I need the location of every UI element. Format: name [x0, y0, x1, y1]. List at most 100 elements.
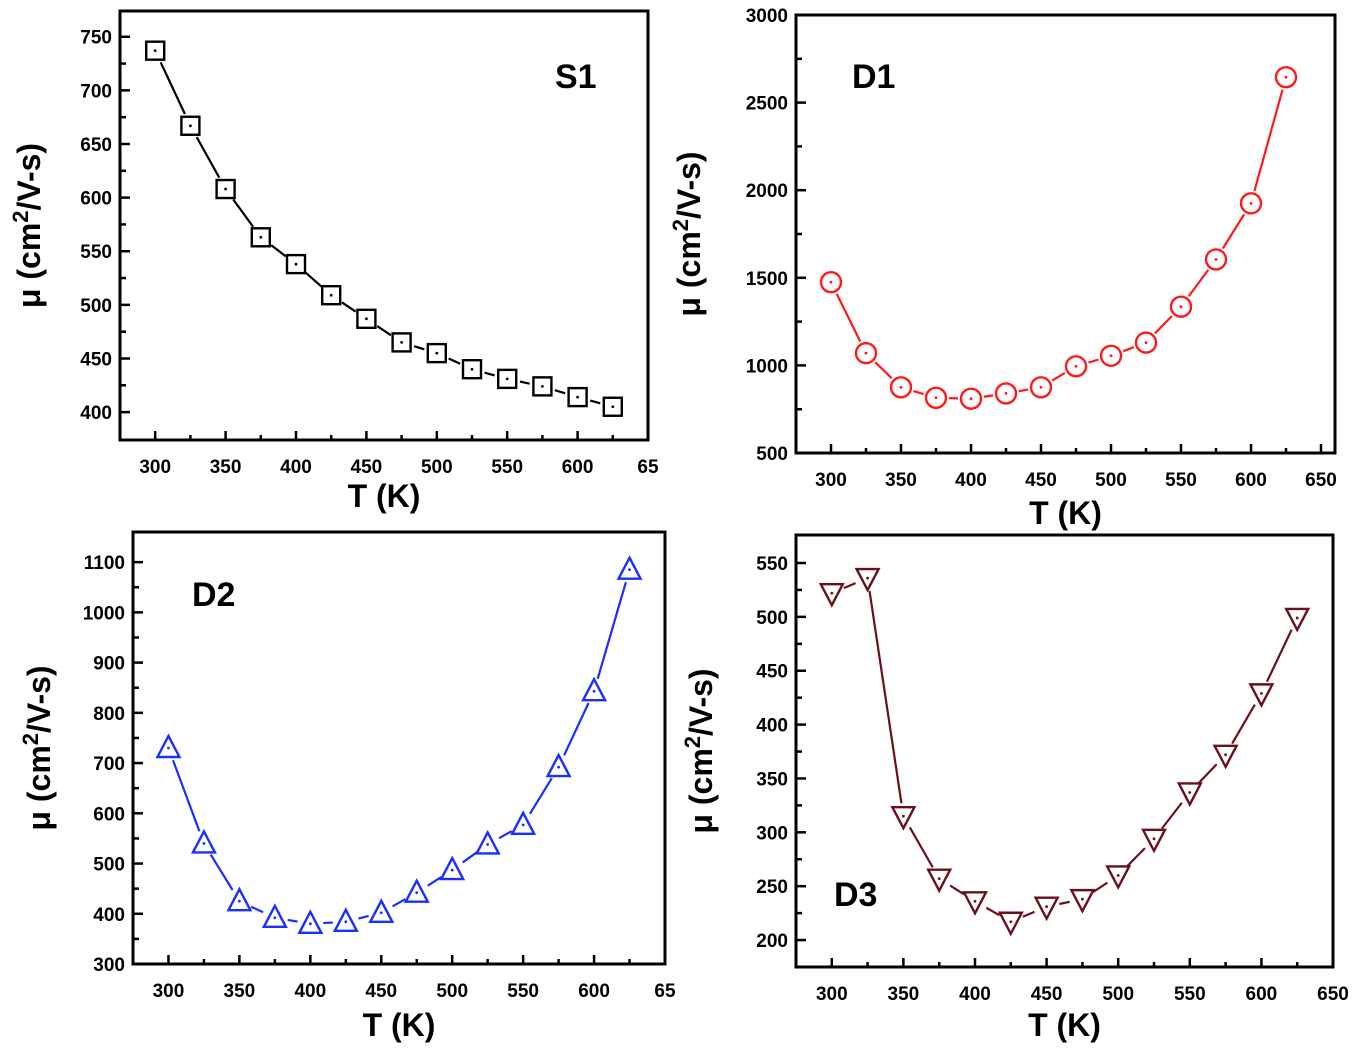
data-point: [1239, 192, 1263, 215]
data-point: [285, 253, 307, 275]
triangle-down-marker: [1069, 888, 1096, 914]
x-tick-label: 550: [1174, 984, 1206, 1005]
x-tick-label: 350: [888, 984, 920, 1005]
triangle-down-marker: [1248, 683, 1275, 708]
x-tick-label: 500: [1102, 984, 1134, 1005]
x-tick-label: 300: [153, 981, 185, 1002]
marker-center-dot: [1284, 75, 1288, 79]
marker-center-dot: [167, 746, 170, 750]
data-point: [854, 341, 878, 365]
triangle-up-marker: [616, 555, 643, 580]
x-tick-label: 350: [224, 981, 256, 1002]
data-point: [1204, 248, 1228, 271]
marker-center-dot: [273, 916, 277, 920]
series-line-segment: [1253, 89, 1284, 192]
y-tick-label: 600: [93, 804, 125, 825]
series-line-segment: [209, 853, 234, 891]
data-point: [261, 903, 288, 928]
x-tick-label: 350: [210, 457, 242, 478]
x-tick-label: 450: [351, 457, 383, 478]
x-tick-label: 400: [294, 981, 326, 1002]
data-point: [1248, 683, 1275, 708]
marker-center-dot: [1045, 905, 1048, 909]
data-point: [1029, 376, 1053, 399]
series-line-segment: [1197, 763, 1218, 784]
series-line-segment: [913, 389, 924, 396]
triangle-up-marker: [226, 886, 253, 912]
marker-center-dot: [1081, 897, 1084, 901]
panel-s1: 300 350 400 450 500 550 600 65 400 450 500 550 600 65…: [8, 9, 659, 514]
x-tick-label: 450: [1025, 470, 1057, 491]
marker-center-dot: [365, 317, 368, 321]
series-line-segment: [358, 914, 369, 920]
y-tick-label: 400: [756, 716, 788, 737]
series-line-segment: [835, 293, 862, 342]
x-tick-label: 650: [1317, 984, 1349, 1005]
marker-center-dot: [1224, 753, 1227, 757]
data-point: [439, 855, 466, 881]
data-point: [962, 891, 988, 916]
y-tick-label: 250: [756, 877, 788, 898]
marker-center-dot: [415, 891, 419, 895]
triangle-down-marker: [1033, 896, 1060, 922]
x-tick-label: 550: [1165, 470, 1197, 491]
data-point: [1069, 888, 1096, 914]
panel-d1: 300 350 400 450 500 550 600 650 500 1000 1500 2000 2…: [668, 6, 1337, 531]
marker-center-dot: [864, 351, 868, 355]
marker-center-dot: [611, 405, 615, 409]
triangle-up-marker: [155, 733, 182, 759]
series-line-segment: [1088, 358, 1099, 364]
x-tick-label: 65: [654, 981, 676, 1002]
triangle-down-marker: [1141, 828, 1167, 854]
series-line-segment: [232, 198, 255, 228]
series-line-segment: [843, 582, 857, 590]
marker-center-dot: [329, 293, 333, 297]
series-line-segment: [908, 826, 934, 868]
series-line-segment: [1059, 900, 1070, 906]
y-tick-label: 650: [80, 135, 112, 156]
marker-center-dot: [829, 280, 833, 284]
series-line-segment: [413, 345, 425, 351]
y-tick-label: 700: [93, 754, 125, 775]
y-tick-label: 500: [756, 444, 788, 465]
series-line-segment: [1161, 802, 1183, 830]
y-tick-label: 1000: [746, 356, 788, 377]
data-point: [144, 40, 166, 61]
data-point: [1169, 295, 1193, 318]
panel-d2: 300 350 400 450 500 550 600 65 300 400 500 600 700 80…: [18, 530, 676, 1043]
data-point: [818, 582, 845, 608]
series-line-segment: [270, 244, 287, 258]
series-line-segment: [1265, 629, 1293, 683]
marker-center-dot: [153, 49, 157, 53]
y-tick-label: 350: [756, 769, 788, 790]
series-line-segment: [448, 357, 461, 365]
data-point: [819, 270, 843, 294]
marker-center-dot: [259, 235, 263, 239]
marker-center-dot: [1004, 392, 1008, 395]
data-point: [959, 387, 983, 410]
y-tick-label: 400: [93, 905, 125, 926]
data-point: [190, 828, 217, 854]
marker-center-dot: [592, 689, 596, 693]
series-line-segment: [983, 394, 994, 398]
triangle-down-marker: [962, 891, 988, 916]
marker-center-dot: [541, 384, 544, 388]
marker-center-dot: [308, 922, 312, 926]
x-tick-label: 600: [578, 981, 610, 1002]
data-point: [250, 227, 272, 248]
marker-center-dot: [899, 385, 903, 389]
data-point: [180, 115, 201, 136]
data-point: [403, 878, 430, 903]
data-point: [474, 829, 501, 855]
data-point: [321, 285, 342, 306]
series-line-segment: [949, 884, 965, 896]
data-point: [567, 386, 588, 408]
x-tick-label: 350: [885, 470, 917, 491]
data-point: [1105, 865, 1132, 891]
marker-center-dot: [238, 899, 241, 903]
triangle-down-marker: [1212, 744, 1239, 770]
series-line-segment: [305, 271, 323, 288]
data-point: [602, 396, 623, 417]
x-tick-label: 300: [816, 984, 848, 1005]
